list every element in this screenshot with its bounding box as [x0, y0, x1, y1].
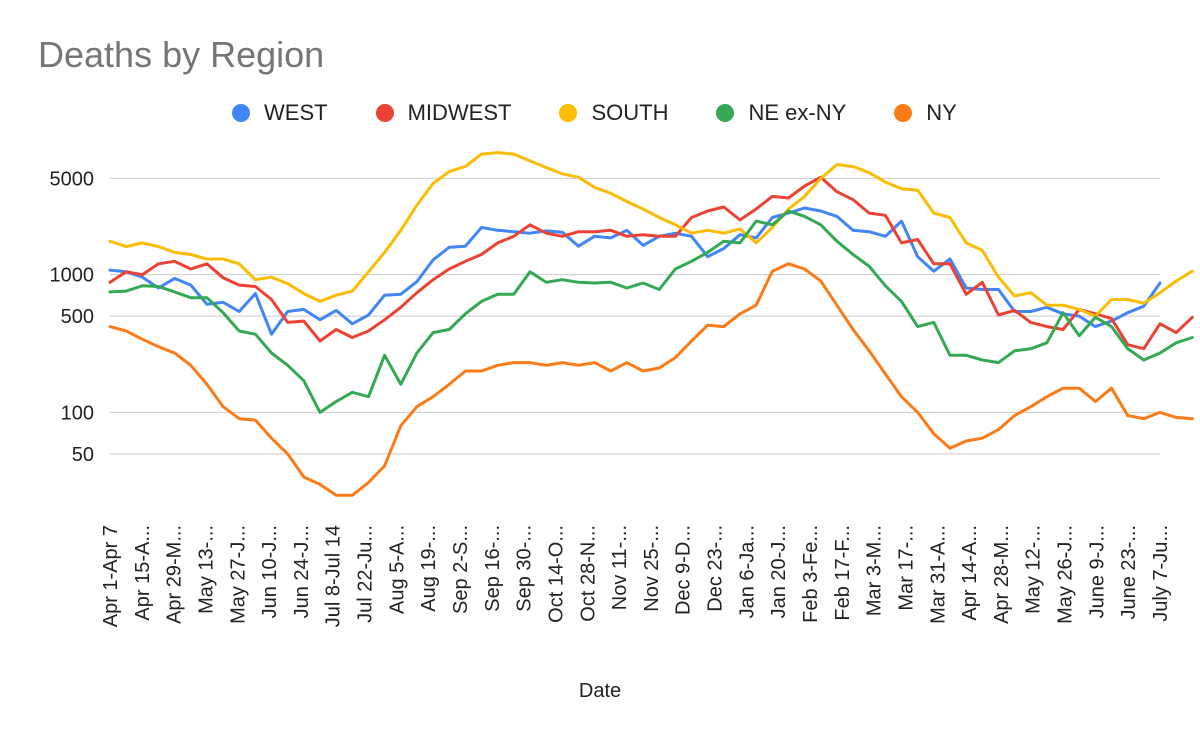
x-tick-label: Nov 25-...	[641, 525, 663, 612]
x-axis-label: Date	[578, 680, 622, 702]
x-tick-label: May 27-J...	[227, 525, 249, 624]
legend-label-west: WEST	[264, 100, 328, 125]
x-tick-label: Apr 29-M...	[164, 525, 186, 624]
legend-item-ne-ex-ny: NE ex-NY	[716, 100, 846, 126]
legend-item-west: WEST	[232, 100, 328, 126]
legend-label-midwest: MIDWEST	[407, 100, 512, 125]
x-tick-label: Feb 17-F...	[832, 525, 854, 621]
series-line-south	[108, 151, 1194, 318]
x-tick-label: Oct 14-O...	[545, 525, 567, 623]
x-tick-label: Dec 9-D...	[673, 525, 695, 615]
legend-swatch-west	[232, 104, 250, 122]
x-tick-label: Aug 5-A...	[386, 525, 408, 614]
x-tick-label: Jun 24-J...	[291, 525, 313, 618]
x-tick-label: Jul 22-Ju...	[355, 525, 377, 623]
x-tick-label: Apr 15-A...	[132, 525, 154, 621]
legend-item-midwest: MIDWEST	[375, 100, 512, 126]
x-tick-label: Apr 14-A...	[959, 525, 981, 621]
x-tick-label: May 13-...	[195, 525, 217, 614]
x-tick-label: Jun 10-J...	[259, 525, 281, 618]
legend-swatch-ny	[894, 104, 913, 122]
x-tick-label: Sep 30-...	[514, 525, 536, 612]
y-axis-ticks: 50 100 500 1000 5000	[50, 168, 95, 465]
chart-legend: WEST MIDWEST SOUTH NE ex-NY NY	[232, 100, 1005, 126]
legend-label-ne-ex-ny: NE ex-NY	[748, 100, 847, 125]
x-tick-label: Sep 16-...	[482, 525, 504, 612]
x-tick-label: May 12-...	[1023, 525, 1045, 614]
x-tick-label: Apr 1-Apr 7	[100, 525, 122, 627]
x-tick-label: Jan 6-Ja...	[736, 525, 758, 618]
x-tick-label: Feb 3-Fe...	[800, 525, 822, 623]
y-tick-label: 500	[61, 306, 94, 328]
series-line-ne-ex-ny	[108, 209, 1194, 414]
x-tick-label: Mar 31-A...	[927, 525, 949, 624]
x-tick-label: Jan 20-J...	[768, 525, 790, 618]
series-lines	[108, 151, 1194, 497]
y-tick-label: 1000	[50, 265, 95, 287]
x-tick-label: June 23-...	[1118, 525, 1140, 620]
x-tick-label: Mar 17-...	[895, 525, 917, 611]
y-tick-label: 5000	[50, 168, 95, 190]
legend-swatch-south	[559, 104, 578, 122]
y-tick-label: 50	[72, 444, 94, 466]
series-line-midwest	[108, 175, 1194, 351]
x-tick-label: Sep 2-S...	[450, 525, 472, 614]
legend-swatch-midwest	[375, 104, 394, 122]
x-axis-ticks: Apr 1-Apr 7 Apr 15-A... Apr 29-M... May 13-…	[100, 525, 1172, 627]
x-tick-label: Dec 23-...	[705, 525, 727, 612]
chart-title: Deaths by Region	[38, 34, 325, 75]
legend-item-south: SOUTH	[559, 100, 668, 126]
legend-label-south: SOUTH	[591, 100, 669, 125]
x-tick-label: June 9-J...	[1086, 525, 1108, 618]
x-tick-label: May 26-J...	[1055, 525, 1077, 624]
legend-swatch-ne-ex-ny	[716, 104, 735, 122]
x-tick-label: Apr 28-M...	[991, 525, 1013, 624]
x-tick-label: Aug 19-...	[418, 525, 440, 612]
gridlines	[110, 177, 1160, 455]
legend-label-ny: NY	[926, 100, 957, 125]
legend-item-ny: NY	[894, 100, 957, 126]
x-tick-label: Jul 8-Jul 14	[323, 525, 345, 627]
x-tick-label: Oct 28-N...	[577, 525, 599, 622]
series-line-ny	[108, 262, 1194, 497]
y-tick-label: 100	[61, 402, 94, 424]
x-tick-label: Mar 3-M...	[864, 525, 886, 616]
x-tick-label: July 7-Ju...	[1150, 525, 1172, 622]
x-tick-label: Nov 11-...	[609, 525, 631, 610]
